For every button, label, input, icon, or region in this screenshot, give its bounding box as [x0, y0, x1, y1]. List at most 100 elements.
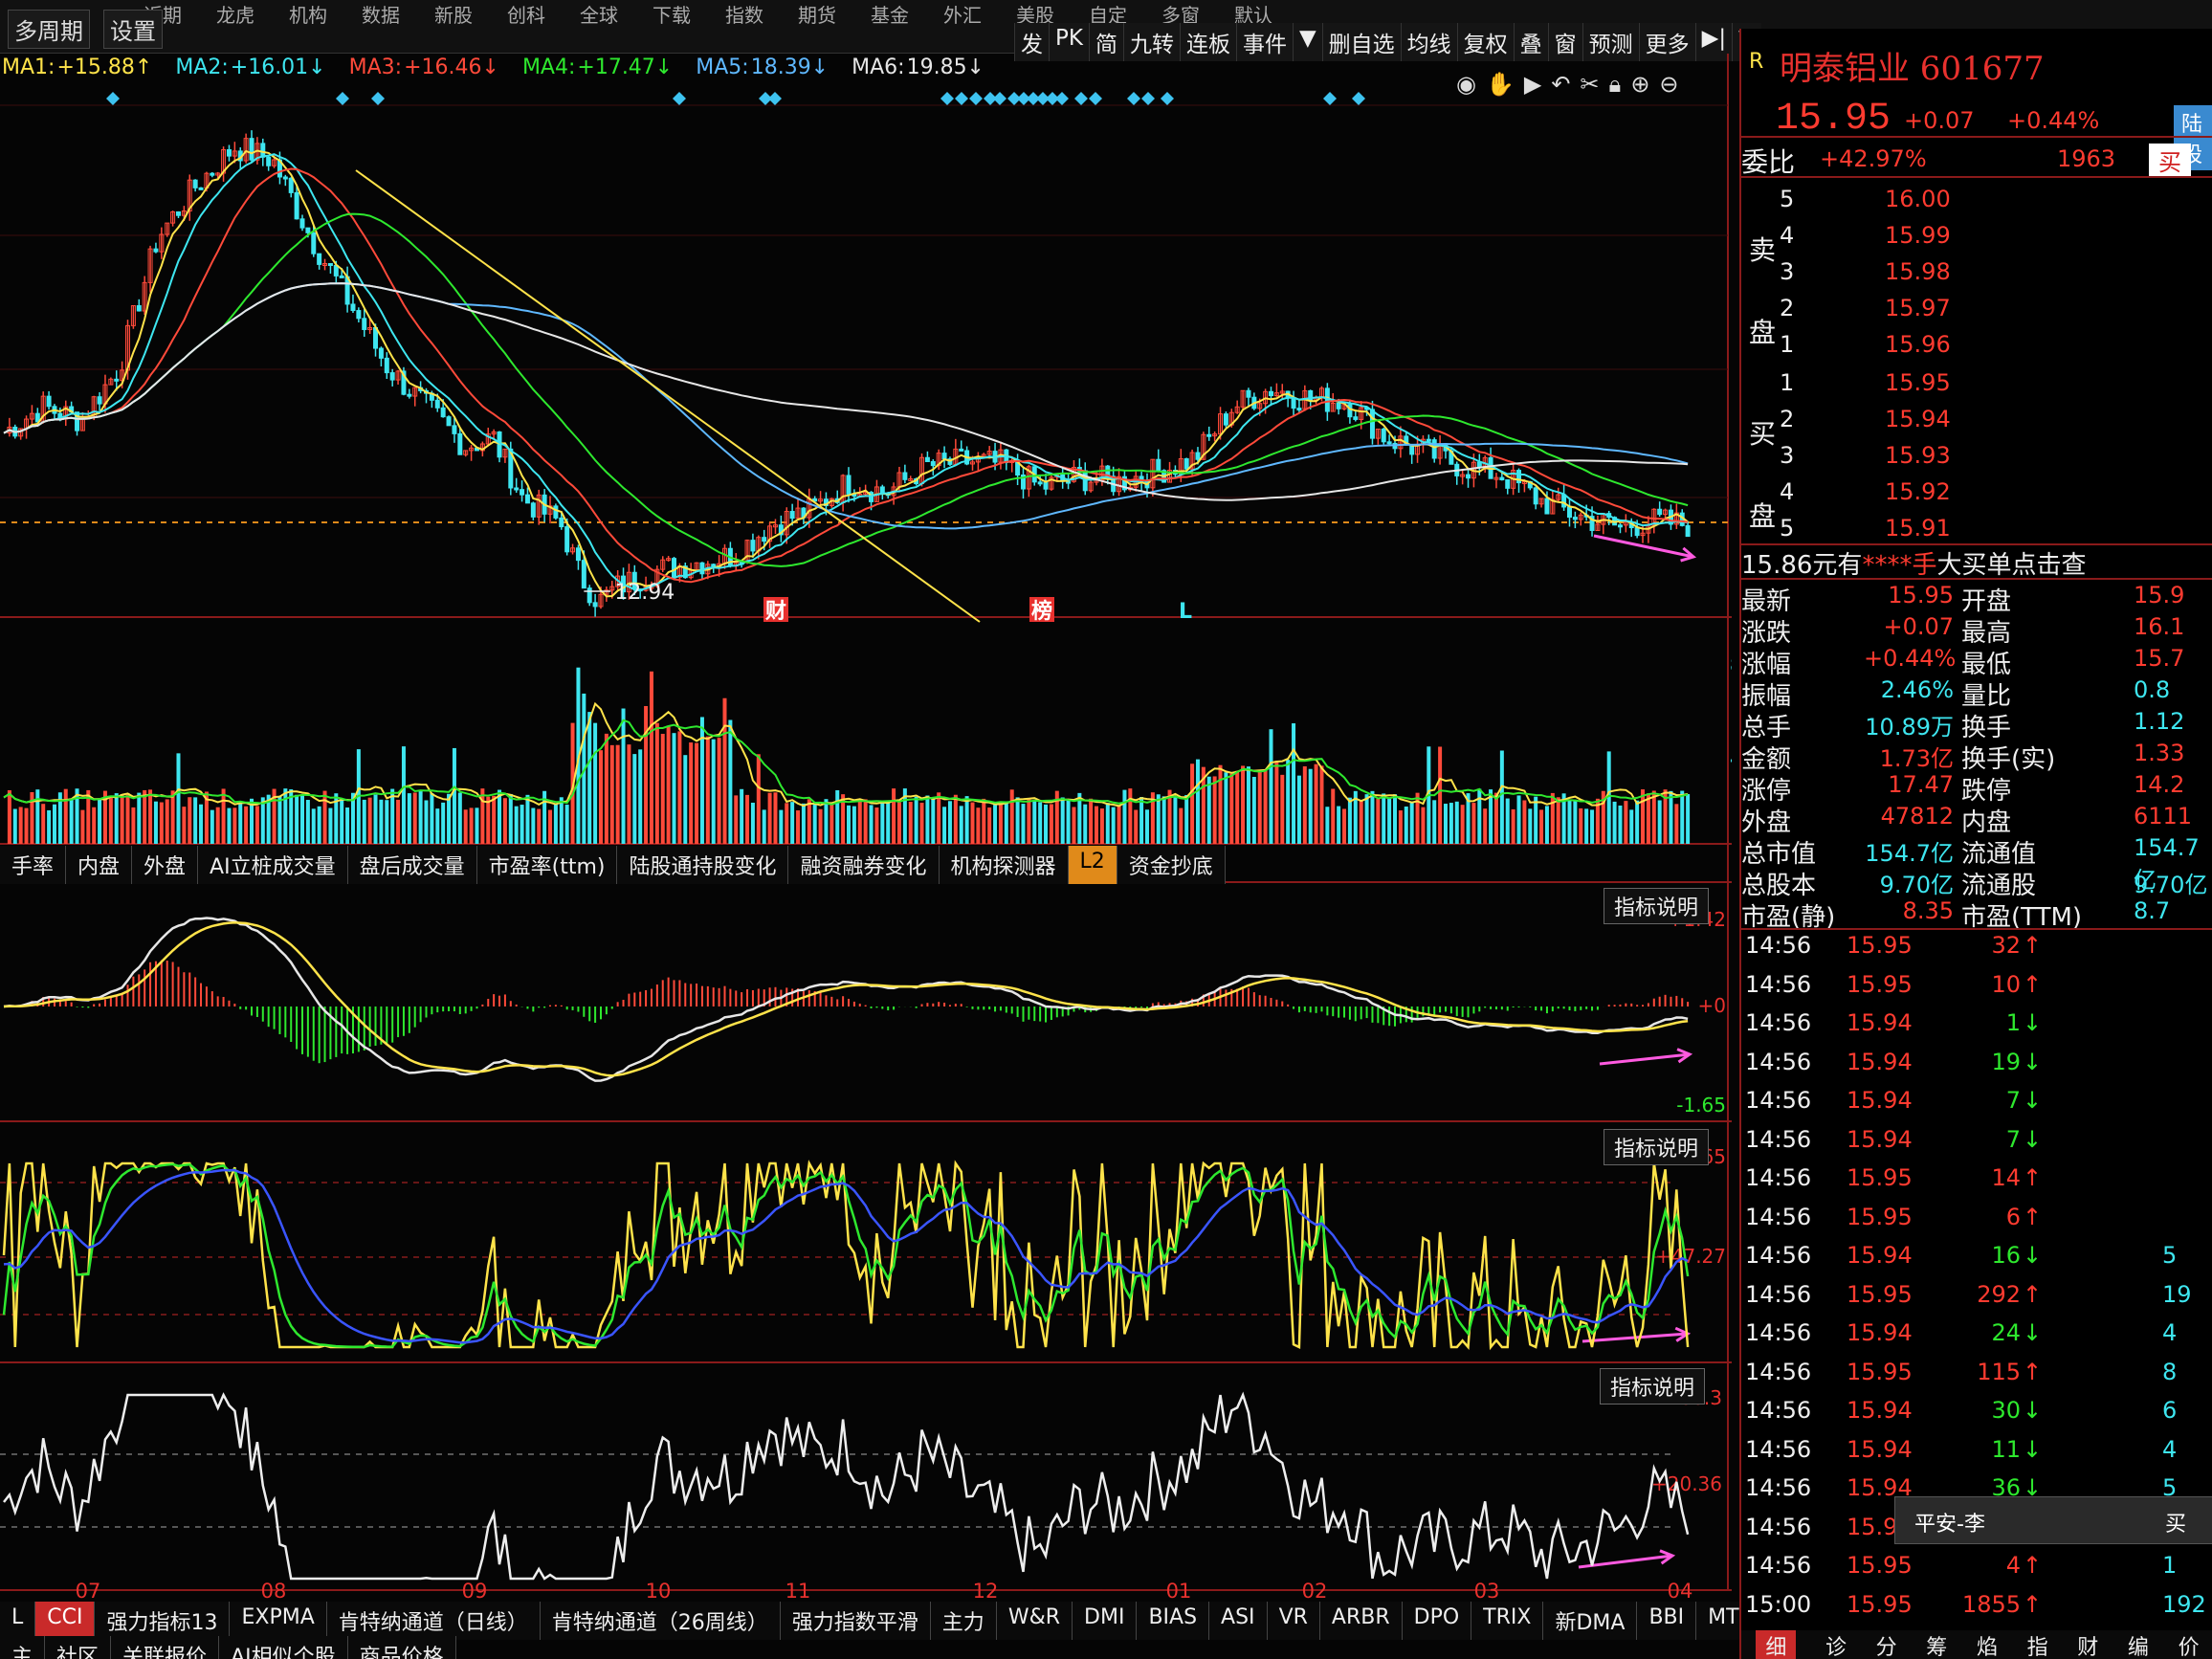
indicator-tab[interactable]: TRIX	[1471, 1602, 1544, 1640]
indicator-tab[interactable]: 主力	[931, 1602, 997, 1640]
volume-tab[interactable]: 市盈率(ttm)	[477, 846, 618, 884]
top-menu-item[interactable]: 新股	[434, 4, 473, 27]
bottom-nav-tab[interactable]: 商品价格	[348, 1636, 456, 1659]
volume-tab[interactable]: 陆股通持股变化	[617, 846, 789, 884]
indicator-tab[interactable]: EXPMA	[230, 1602, 327, 1640]
settings-button[interactable]: 设置	[103, 10, 163, 49]
chart-tool-button[interactable]: 预测	[1582, 23, 1639, 61]
chart-tool-button[interactable]: 窗	[1547, 23, 1582, 61]
top-menu-item[interactable]: 创科	[507, 4, 545, 27]
indicator-tab[interactable]: ASI	[1209, 1602, 1268, 1640]
buy-price[interactable]: 15.94	[1885, 406, 1951, 432]
chart-tool-button[interactable]: 连板	[1179, 23, 1236, 61]
sell-price[interactable]: 15.98	[1885, 258, 1951, 285]
quote-tab[interactable]: 编	[2127, 1636, 2149, 1659]
volume-tab[interactable]: 资金抄底	[1117, 846, 1226, 884]
volume-tab[interactable]: 内盘	[66, 846, 133, 884]
top-menu-item[interactable]: 外汇	[943, 4, 982, 27]
top-menu-item[interactable]: 下载	[653, 4, 691, 27]
sell-price[interactable]: 15.99	[1885, 222, 1951, 249]
top-menu-item[interactable]: 全球	[580, 4, 618, 27]
indicator-tab[interactable]: 新DMA	[1543, 1602, 1638, 1640]
kdj-explain-button[interactable]: 指标说明	[1604, 1129, 1710, 1165]
volume-bar	[385, 800, 389, 844]
buy-button[interactable]: 买	[2149, 144, 2191, 177]
quote-tab[interactable]: 焰	[1976, 1636, 1998, 1659]
indicator-tab[interactable]: W&R	[997, 1602, 1073, 1640]
play-icon[interactable]: ▶	[1523, 71, 1542, 98]
multi-period-button[interactable]: 多周期	[8, 10, 90, 49]
chart-tool-button[interactable]: 均线	[1400, 23, 1457, 61]
top-menu-item[interactable]: 基金	[871, 4, 909, 27]
zoom-in-icon[interactable]: ⊕	[1630, 71, 1650, 98]
quote-tab[interactable]: 财	[2077, 1636, 2099, 1659]
cci-explain-button[interactable]: 指标说明	[1600, 1368, 1706, 1405]
top-menu-item[interactable]: 机构	[289, 4, 327, 27]
indicator-tab[interactable]: BIAS	[1137, 1602, 1210, 1640]
chart-tool-button[interactable]: 删自选	[1321, 23, 1401, 61]
volume-tab[interactable]: 融资融券变化	[788, 846, 940, 884]
volume-tab[interactable]: 盘后成交量	[348, 846, 477, 884]
indicator-tab[interactable]: 强力指标13	[95, 1602, 231, 1640]
candle-body	[609, 586, 615, 591]
volume-tab[interactable]: 手率	[0, 846, 67, 884]
bottom-nav-tab[interactable]: 关联报价	[111, 1636, 220, 1659]
scissors-icon[interactable]: ✂	[1580, 71, 1600, 98]
sell-price[interactable]: 16.00	[1885, 186, 1951, 212]
indicator-tab[interactable]: L	[0, 1602, 36, 1640]
bottom-nav-tab[interactable]: 主	[0, 1636, 46, 1659]
top-menu-item[interactable]: 龙虎	[216, 4, 254, 27]
quote-tab[interactable]: 指	[2026, 1636, 2048, 1659]
account-popup[interactable]: 平安-李 买	[1894, 1496, 2212, 1544]
sell-price[interactable]: 15.97	[1885, 295, 1951, 321]
indicator-tab[interactable]: 肯特纳通道（日线）	[327, 1602, 541, 1640]
eye-icon[interactable]: ◉	[1456, 71, 1476, 98]
hand-icon[interactable]: ✋	[1485, 71, 1515, 98]
ma-value: MA5:18.39↓	[696, 55, 840, 79]
volume-tab[interactable]: AI立桩成交量	[198, 846, 348, 884]
chart-tool-button[interactable]: ▼	[1292, 23, 1322, 61]
indicator-tab[interactable]: DPO	[1403, 1602, 1472, 1640]
big-order-banner[interactable]: 15.86元有****手大买单点击查	[1741, 551, 2087, 580]
chart-tool-button[interactable]: 事件	[1235, 23, 1293, 61]
chart-tool-button[interactable]: 发	[1014, 23, 1049, 61]
indicator-tab[interactable]: BBI	[1637, 1602, 1697, 1640]
indicator-tab[interactable]: CCI	[35, 1602, 96, 1640]
quote-tab[interactable]: 价	[2178, 1636, 2200, 1659]
chart-tool-button[interactable]: ▶|	[1694, 23, 1733, 61]
chart-tool-button[interactable]: PK	[1049, 23, 1089, 61]
top-menu-item[interactable]: 数据	[362, 4, 400, 27]
top-menu-item[interactable]: 期货	[798, 4, 836, 27]
buy-price[interactable]: 15.92	[1885, 478, 1951, 505]
volume-tab[interactable]: 外盘	[132, 846, 199, 884]
bottom-nav-tab[interactable]: AI相似个股	[219, 1636, 348, 1659]
bottom-nav-tab[interactable]: 社区	[45, 1636, 112, 1659]
quote-tab[interactable]: 分	[1875, 1636, 1897, 1659]
zoom-out-icon[interactable]: ⊖	[1659, 71, 1679, 98]
volume-tab[interactable]: 机构探测器	[940, 846, 1069, 884]
indicator-tab[interactable]: ARBR	[1320, 1602, 1403, 1640]
buy-price[interactable]: 15.93	[1885, 442, 1951, 469]
chart-tool-button[interactable]: 叠	[1513, 23, 1548, 61]
undo-icon[interactable]: ↶	[1551, 71, 1571, 98]
buy-price[interactable]: 15.91	[1885, 515, 1951, 542]
quote-tab[interactable]: 筹	[1926, 1636, 1948, 1659]
volume-bar	[1471, 803, 1476, 844]
chart-tool-button[interactable]: 更多	[1638, 23, 1695, 61]
sell-price[interactable]: 15.96	[1885, 331, 1951, 358]
indicator-tab[interactable]: 肯特纳通道（26周线）	[541, 1602, 781, 1640]
chart-tool-button[interactable]: 复权	[1456, 23, 1514, 61]
indicator-tab[interactable]: DMI	[1073, 1602, 1138, 1640]
macd-explain-button[interactable]: 指标说明	[1604, 888, 1710, 924]
chart-tool-button[interactable]: 九转	[1122, 23, 1180, 61]
indicator-tab[interactable]: 强力指数平滑	[781, 1602, 931, 1640]
buy-price[interactable]: 15.95	[1885, 369, 1951, 396]
indicator-tab[interactable]: VR	[1268, 1602, 1320, 1640]
chart-tool-button[interactable]: 简	[1088, 23, 1123, 61]
quote-tab[interactable]: 细	[1756, 1630, 1797, 1659]
top-menu-item[interactable]: 指数	[725, 4, 763, 27]
quote-tab[interactable]: 诊	[1825, 1636, 1847, 1659]
hk-connect-tag[interactable]: 陆股	[2174, 105, 2212, 170]
volume-tab[interactable]: L2	[1068, 846, 1117, 884]
lock-icon[interactable]: 🔒︎	[1608, 71, 1622, 98]
